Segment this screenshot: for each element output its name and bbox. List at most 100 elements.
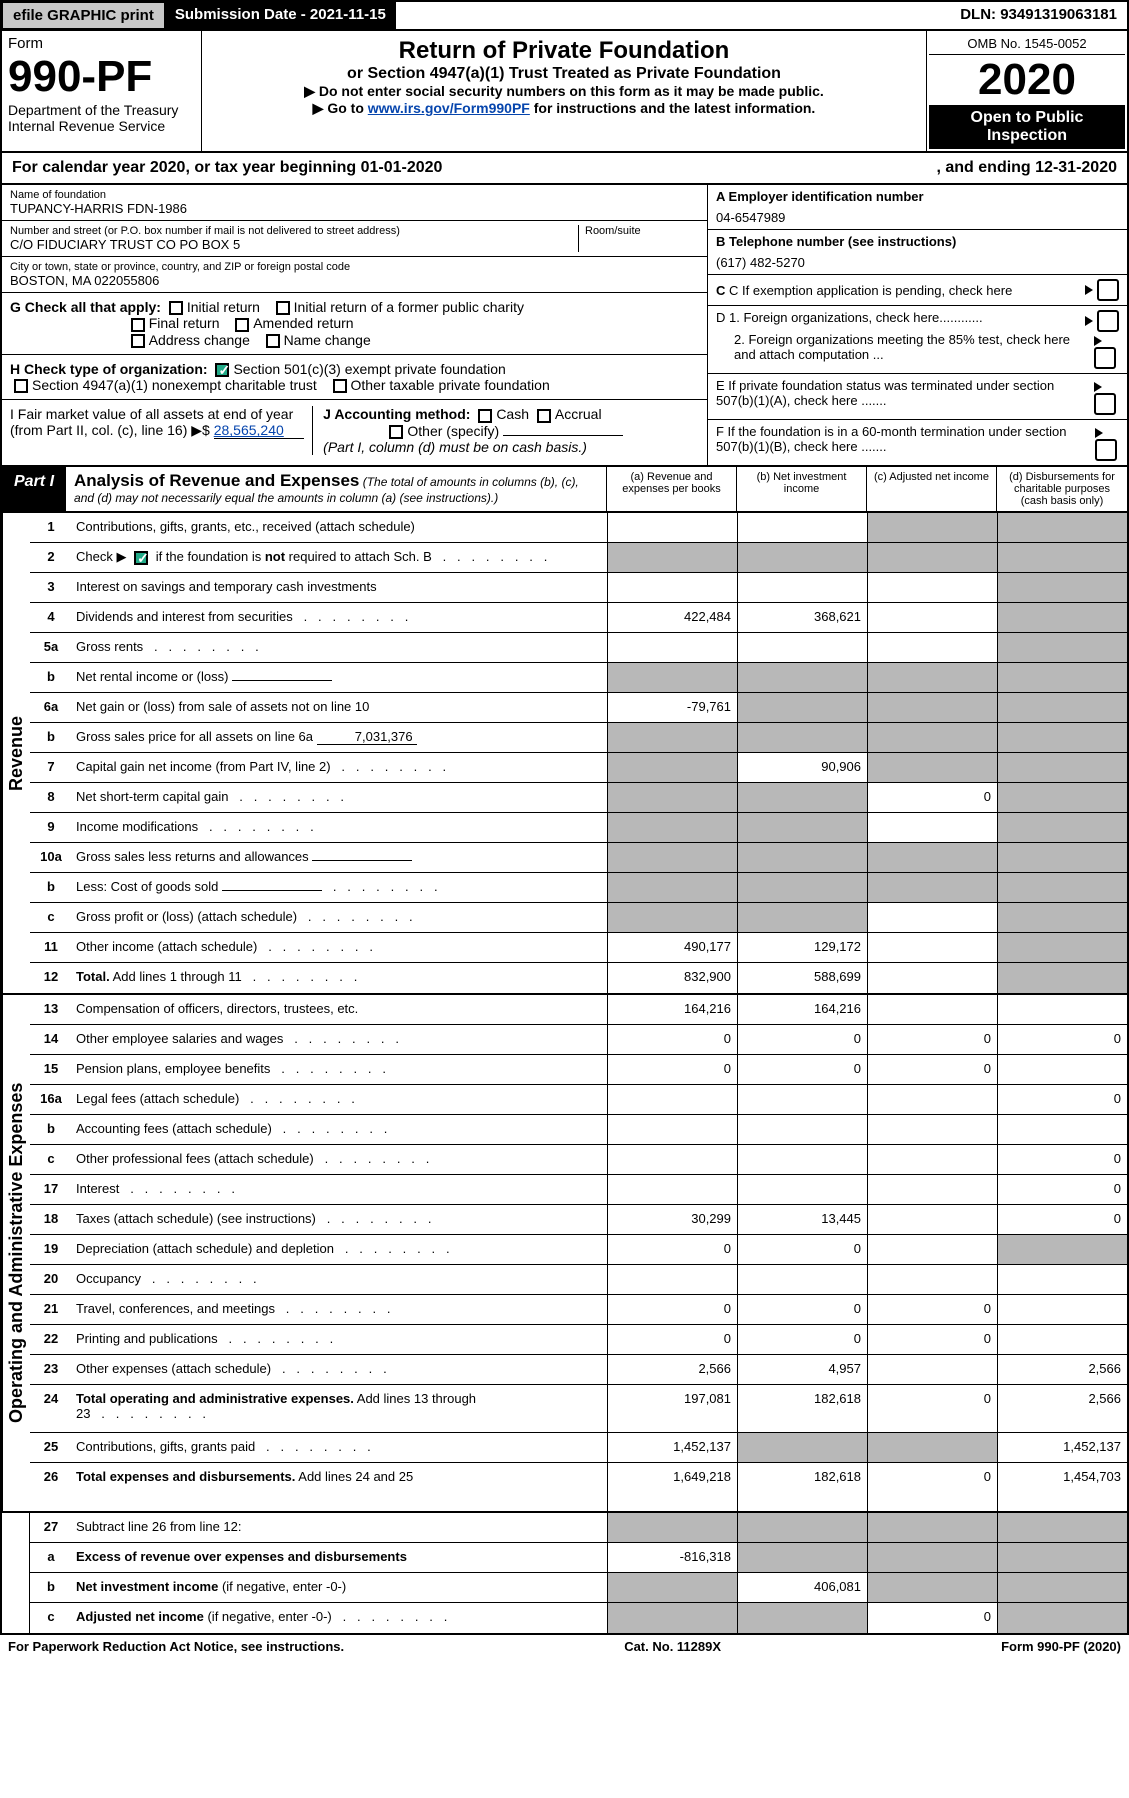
line-number: 8 xyxy=(30,783,72,812)
shaded-cell xyxy=(607,1573,737,1602)
shaded-cell xyxy=(997,753,1127,782)
line-number: 18 xyxy=(30,1205,72,1234)
line-desc: Excess of revenue over expenses and disb… xyxy=(72,1543,607,1572)
value-cell xyxy=(997,1295,1127,1324)
exemption-pending-checkbox[interactable] xyxy=(1097,279,1119,301)
other-taxable-checkbox[interactable] xyxy=(333,379,347,393)
value-cell: 0 xyxy=(997,1145,1127,1174)
value-cell xyxy=(607,1175,737,1204)
value-cell xyxy=(607,1145,737,1174)
line-number: 26 xyxy=(30,1463,72,1511)
line-desc: Travel, conferences, and meetings xyxy=(72,1295,607,1324)
initial-return-checkbox[interactable] xyxy=(169,301,183,315)
value-cell: 0 xyxy=(737,1055,867,1084)
shaded-cell xyxy=(737,693,867,722)
line-desc: Capital gain net income (from Part IV, l… xyxy=(72,753,607,782)
section-i-j: I Fair market value of all assets at end… xyxy=(2,400,707,461)
line-number: 7 xyxy=(30,753,72,782)
shaded-cell xyxy=(867,543,997,572)
form990pf-link[interactable]: www.irs.gov/Form990PF xyxy=(368,100,530,116)
line-desc: Gross sales price for all assets on line… xyxy=(72,723,607,752)
entity-info: Name of foundation TUPANCY-HARRIS FDN-19… xyxy=(0,185,1129,467)
part1-header: Part I Analysis of Revenue and Expenses … xyxy=(0,467,1129,513)
value-cell xyxy=(867,995,997,1024)
value-cell xyxy=(867,633,997,662)
line-number: 23 xyxy=(30,1355,72,1384)
value-cell xyxy=(867,963,997,993)
shaded-cell xyxy=(737,1543,867,1572)
value-cell xyxy=(997,1325,1127,1354)
4947a1-checkbox[interactable] xyxy=(14,379,28,393)
line-4: 4Dividends and interest from securities4… xyxy=(30,603,1127,633)
line-number: c xyxy=(30,903,72,932)
initial-return-former-checkbox[interactable] xyxy=(276,301,290,315)
part1-col-d-note: (Part I, column (d) must be on cash basi… xyxy=(323,439,587,455)
value-cell xyxy=(737,513,867,542)
line-c: cGross profit or (loss) (attach schedule… xyxy=(30,903,1127,933)
line-desc: Depreciation (attach schedule) and deple… xyxy=(72,1235,607,1264)
value-cell: 0 xyxy=(867,1603,997,1633)
amended-return-checkbox[interactable] xyxy=(235,318,249,332)
line-9: 9Income modifications xyxy=(30,813,1127,843)
value-cell xyxy=(607,1085,737,1114)
value-cell: 0 xyxy=(607,1235,737,1264)
line-desc: Total. Add lines 1 through 11 xyxy=(72,963,607,993)
shaded-cell xyxy=(737,723,867,752)
shaded-cell xyxy=(737,1603,867,1633)
60-month-term-checkbox[interactable] xyxy=(1095,439,1117,461)
line-number: 3 xyxy=(30,573,72,602)
line-desc: Other expenses (attach schedule) xyxy=(72,1355,607,1384)
final-return-checkbox[interactable] xyxy=(131,318,145,332)
line-number: 14 xyxy=(30,1025,72,1054)
line-number: 25 xyxy=(30,1433,72,1462)
address-change-checkbox[interactable] xyxy=(131,334,145,348)
form-right: OMB No. 1545-0052 2020 Open to Public In… xyxy=(927,31,1127,151)
line-number: 6a xyxy=(30,693,72,722)
shaded-cell xyxy=(997,933,1127,962)
form-word: Form xyxy=(8,35,195,52)
foreign-org-checkbox[interactable] xyxy=(1097,310,1119,332)
line-desc: Total operating and administrative expen… xyxy=(72,1385,607,1432)
value-cell: 0 xyxy=(867,1325,997,1354)
line-10a: 10aGross sales less returns and allowanc… xyxy=(30,843,1127,873)
form-number: 990-PF xyxy=(8,52,195,102)
status-terminated-checkbox[interactable] xyxy=(1094,393,1116,415)
accrual-checkbox[interactable] xyxy=(537,409,551,423)
schb-not-required-checkbox[interactable] xyxy=(134,551,148,565)
line-desc: Pension plans, employee benefits xyxy=(72,1055,607,1084)
dept-treasury: Department of the Treasury xyxy=(8,102,195,118)
value-cell: 90,906 xyxy=(737,753,867,782)
submission-date: Submission Date - 2021-11-15 xyxy=(165,2,396,29)
foreign-85-checkbox[interactable] xyxy=(1094,347,1116,369)
phone-value: (617) 482-5270 xyxy=(716,249,1119,270)
info-right: A Employer identification number 04-6547… xyxy=(707,185,1127,465)
efile-print-button[interactable]: efile GRAPHIC print xyxy=(2,2,165,29)
open-to-public: Open to Public Inspection xyxy=(929,105,1125,149)
line-desc: Net investment income (if negative, ente… xyxy=(72,1573,607,1602)
501c3-checkbox[interactable] xyxy=(215,363,229,377)
shaded-cell xyxy=(997,663,1127,692)
fmv-link[interactable]: 28,565,240 xyxy=(214,422,304,439)
cash-checkbox[interactable] xyxy=(478,409,492,423)
shaded-cell xyxy=(997,603,1127,632)
line-25: 25Contributions, gifts, grants paid1,452… xyxy=(30,1433,1127,1463)
room-suite-label: Room/suite xyxy=(585,225,699,237)
value-cell: 197,081 xyxy=(607,1385,737,1432)
value-cell xyxy=(607,1115,737,1144)
form-title: Return of Private Foundation xyxy=(208,37,920,65)
topbar-left: efile GRAPHIC print Submission Date - 20… xyxy=(2,2,396,29)
part1-tag: Part I xyxy=(2,467,66,511)
revenue-section: Revenue 1Contributions, gifts, grants, e… xyxy=(0,513,1129,995)
summary-section: 27Subtract line 26 from line 12:aExcess … xyxy=(0,1513,1129,1635)
street-address: C/O FIDUCIARY TRUST CO PO BOX 5 xyxy=(10,237,572,252)
value-cell: 129,172 xyxy=(737,933,867,962)
other-method-checkbox[interactable] xyxy=(389,425,403,439)
value-cell: 0 xyxy=(867,1025,997,1054)
value-cell xyxy=(607,1265,737,1294)
section-d: D 1. Foreign organizations, check here..… xyxy=(707,306,1127,374)
shaded-cell xyxy=(867,723,997,752)
line-13: 13Compensation of officers, directors, t… xyxy=(30,995,1127,1025)
line-number: 20 xyxy=(30,1265,72,1294)
line-16a: 16aLegal fees (attach schedule)0 xyxy=(30,1085,1127,1115)
name-change-checkbox[interactable] xyxy=(266,334,280,348)
